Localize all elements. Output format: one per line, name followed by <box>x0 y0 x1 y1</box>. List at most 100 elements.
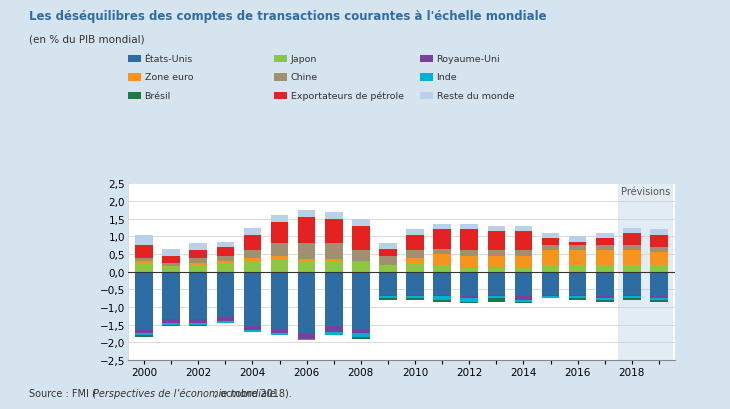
Bar <box>569 299 586 300</box>
Bar <box>406 295 424 297</box>
Bar <box>244 228 261 235</box>
Bar <box>542 295 559 297</box>
Bar <box>379 272 397 295</box>
Bar <box>298 339 315 341</box>
Bar <box>569 251 586 265</box>
Bar <box>623 295 641 297</box>
Bar <box>352 337 369 339</box>
Bar <box>406 258 424 263</box>
Bar <box>379 297 397 299</box>
Bar <box>650 297 668 299</box>
Bar <box>135 263 153 272</box>
Bar <box>352 272 369 330</box>
Bar <box>162 267 180 272</box>
Bar <box>162 323 180 325</box>
Bar <box>515 231 532 251</box>
Bar <box>298 244 315 260</box>
Text: Chine: Chine <box>291 73 318 82</box>
Bar <box>352 226 369 251</box>
Bar <box>569 297 586 299</box>
Bar <box>135 272 153 330</box>
Text: Les déséquilibres des comptes de transactions courantes à l'échelle mondiale: Les déséquilibres des comptes de transac… <box>29 10 547 23</box>
Bar <box>488 299 505 302</box>
Bar <box>325 260 342 261</box>
Bar <box>244 326 261 330</box>
Bar <box>244 272 261 326</box>
Bar <box>325 261 342 272</box>
Bar <box>650 253 668 265</box>
Text: Perspectives de l’économie mondiale: Perspectives de l’économie mondiale <box>93 387 276 398</box>
Bar <box>542 265 559 272</box>
Bar <box>135 334 153 335</box>
Bar <box>135 330 153 334</box>
Bar <box>461 230 478 251</box>
Bar <box>271 334 288 335</box>
Bar <box>162 319 180 323</box>
Bar <box>623 265 641 272</box>
Bar <box>434 265 451 272</box>
Bar <box>488 297 505 299</box>
Bar <box>623 245 641 251</box>
Bar <box>244 261 261 272</box>
Bar <box>488 268 505 272</box>
Bar <box>271 330 288 334</box>
Bar <box>271 272 288 330</box>
Bar <box>650 265 668 272</box>
Text: États-Unis: États-Unis <box>145 55 193 64</box>
Bar <box>596 251 614 265</box>
Bar <box>542 297 559 299</box>
Bar <box>325 244 342 260</box>
Bar <box>569 242 586 245</box>
Bar <box>434 297 451 300</box>
Bar <box>325 212 342 219</box>
Bar <box>434 300 451 302</box>
Bar <box>379 249 397 256</box>
Bar <box>217 263 234 272</box>
Bar <box>217 321 234 323</box>
Text: Brésil: Brésil <box>145 92 171 101</box>
Text: Zone euro: Zone euro <box>145 73 193 82</box>
Bar <box>217 261 234 263</box>
Bar <box>623 272 641 295</box>
Bar <box>352 261 369 272</box>
Text: (en % du PIB mondial): (en % du PIB mondial) <box>29 35 145 45</box>
Bar <box>189 251 207 258</box>
Bar <box>515 256 532 268</box>
Bar <box>618 184 672 360</box>
Bar <box>542 245 559 251</box>
Bar <box>569 237 586 242</box>
Bar <box>596 297 614 299</box>
Bar <box>488 272 505 295</box>
Bar <box>271 244 288 256</box>
Bar <box>406 299 424 300</box>
Bar <box>244 330 261 332</box>
Bar <box>406 297 424 299</box>
Bar <box>244 251 261 258</box>
Bar <box>515 302 532 303</box>
Bar <box>596 272 614 297</box>
Bar <box>189 263 207 265</box>
Bar <box>650 230 668 235</box>
Bar <box>650 272 668 297</box>
Bar <box>461 302 478 303</box>
Bar <box>325 272 342 326</box>
Bar <box>515 226 532 231</box>
Bar <box>515 297 532 300</box>
Bar <box>271 216 288 223</box>
Bar <box>488 295 505 297</box>
Bar <box>596 299 614 300</box>
Bar <box>298 261 315 272</box>
Bar <box>515 272 532 297</box>
Bar <box>461 272 478 297</box>
Bar <box>542 238 559 245</box>
Bar <box>379 299 397 300</box>
Bar <box>488 226 505 231</box>
Bar <box>162 249 180 256</box>
Bar <box>623 251 641 265</box>
Bar <box>461 251 478 256</box>
Bar <box>569 245 586 251</box>
Text: Prévisions: Prévisions <box>620 187 670 197</box>
Bar <box>135 235 153 245</box>
Bar <box>515 300 532 302</box>
Bar <box>189 258 207 263</box>
